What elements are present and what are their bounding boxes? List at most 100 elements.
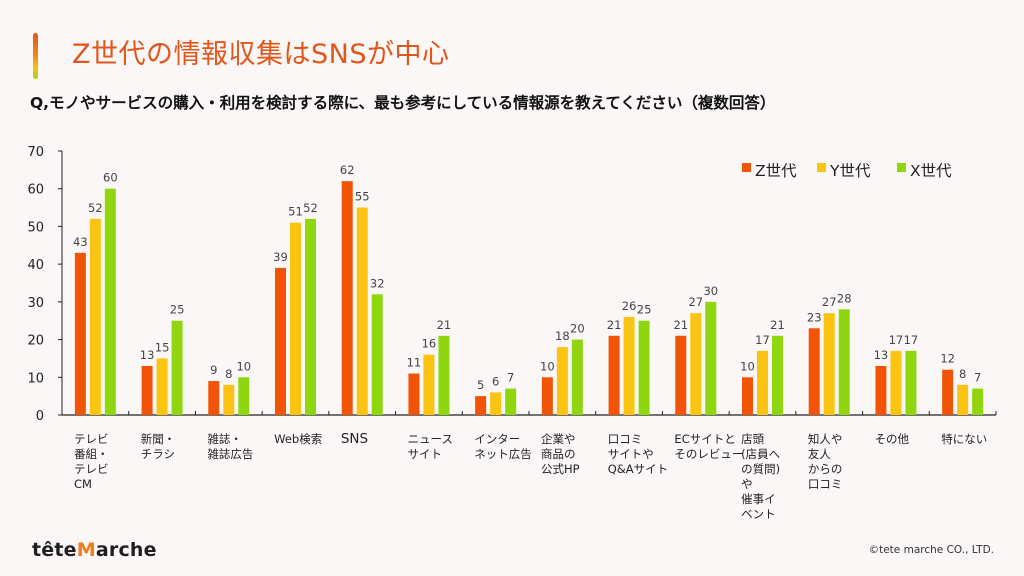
data-label-y: 55 [355,190,370,204]
x-category-label: 企業や 商品の 公式HP [541,432,580,476]
data-label-y: 16 [422,337,437,351]
legend-label-y: Y世代 [829,162,871,180]
bar-x [238,377,250,415]
data-label-y: 52 [88,201,103,215]
bar-z [875,365,887,415]
legend-swatch-z [742,163,751,172]
bar-y [290,222,301,415]
data-label-x: 28 [837,291,852,305]
legend-label-x: X世代 [910,162,952,180]
data-label-z: 10 [740,359,755,373]
bar-x [638,320,650,415]
data-label-x: 7 [507,371,514,385]
x-category-label: ニュース サイト [407,432,453,461]
data-label-x: 30 [703,284,718,298]
page-title: Z世代の情報収集はSNSが中心 [72,39,450,70]
data-label-z: 23 [807,310,822,324]
data-label-z: 10 [540,359,555,373]
bar-z [675,335,687,415]
y-tick-label: 30 [27,296,44,311]
bar-z [608,335,620,415]
x-category-label: インター ネット広告 [474,432,532,461]
bar-z [341,181,353,415]
legend-swatch-y [817,163,826,172]
bar-x [171,320,183,415]
data-label-z: 21 [673,318,688,332]
bar-x [571,339,583,415]
data-label-y: 27 [688,295,703,309]
bar-y [89,218,101,415]
legend-swatch-x [897,163,906,172]
data-label-z: 39 [273,250,288,264]
x-category-label: 口コミ サイトや Q&Aサイト [607,432,669,476]
logo-mark: M [76,539,96,561]
data-label-x: 52 [303,201,318,215]
bar-z [408,373,420,415]
bar-z [541,377,553,415]
bar-x [305,218,316,415]
data-label-z: 5 [477,378,484,392]
data-label-y: 6 [492,374,499,388]
y-tick-label: 60 [27,183,44,198]
data-label-y: 27 [822,295,837,309]
bar-x [905,350,917,415]
x-category-label: Web検索 [274,432,323,446]
x-category-label: SNS [340,431,369,447]
data-label-x: 7 [974,371,981,385]
bar-y [823,313,835,415]
copyright-text: ©tete marche CO., LTD. [868,544,994,556]
data-label-z: 43 [73,235,88,249]
data-label-y: 15 [155,340,170,354]
chart-legend: Z世代 Y世代 X世代 [742,162,952,180]
bar-x [438,335,450,415]
x-category-label: 店頭 (店員へ の質問) や 催事イ ベント [741,432,781,521]
bar-z [808,328,820,415]
data-label-y: 26 [622,299,637,313]
bar-y [623,316,635,415]
bar-z [742,377,753,415]
data-label-y: 17 [755,333,770,347]
x-category-label: その他 [874,432,910,446]
bar-z [208,381,220,415]
bar-z [141,365,153,415]
logo-text-prefix: tête [32,539,77,561]
data-label-y: 51 [288,205,303,219]
bar-y [690,313,702,415]
bar-x [972,388,984,415]
bar-y [890,350,902,415]
data-label-x: 25 [170,303,185,317]
title-accent-bar [33,33,38,79]
data-label-z: 13 [874,348,889,362]
bar-y [223,384,235,415]
bar-y [423,354,435,415]
x-category-label: 新聞・ チラシ [140,432,176,461]
legend-label-z: Z世代 [755,162,797,180]
data-label-x: 32 [370,276,385,290]
bar-y [356,207,368,415]
data-label-z: 9 [210,363,217,377]
data-label-z: 11 [407,356,422,370]
bar-x [838,309,850,415]
data-label-x: 60 [103,171,118,185]
bar-y [957,384,969,415]
data-label-x: 10 [236,359,251,373]
y-tick-label: 50 [27,220,44,235]
bar-z [942,369,954,415]
bar-x [772,335,783,415]
y-tick-label: 70 [27,145,44,160]
chart-bars [74,181,984,415]
x-category-label: テレビ 番組・ テレビ CM [74,432,109,491]
bar-y [757,350,768,415]
x-category-label: 知人や 友人 からの 口コミ [807,432,843,491]
bar-x [104,188,116,415]
survey-question: Q,モノやサービスの購入・利用を検討する際に、最も参考にしている情報源を教えてく… [30,94,776,112]
data-label-x: 17 [904,333,919,347]
x-category-label: 特にない [941,432,988,446]
data-label-z: 12 [940,352,955,366]
bar-y [490,392,502,415]
y-tick-label: 10 [27,371,44,386]
y-tick-label: 40 [27,258,44,273]
y-tick-label: 20 [27,334,44,349]
